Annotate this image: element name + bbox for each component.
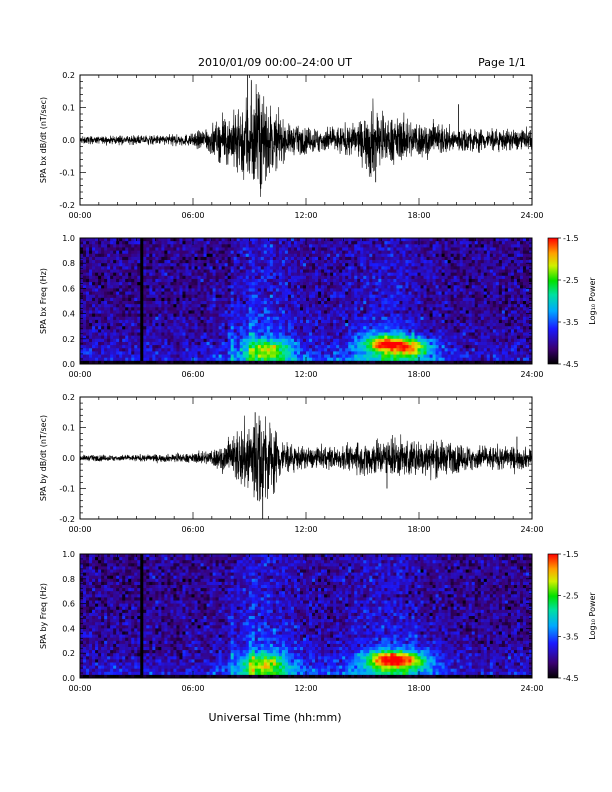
x-tick-label: 00:00	[68, 525, 91, 534]
colorbar	[547, 553, 559, 679]
bx-dbdt-panel: 00:00 06:00 12:00 18:00 24:00 0.2 0.1 0.0 -0.1 -0…	[39, 71, 544, 220]
y-tick-label: 0.0	[62, 360, 75, 369]
x-axis-title: Universal Time (hh:mm)	[209, 711, 342, 724]
colorbar-tick-label: -3.5	[563, 318, 579, 327]
dbdt-trace	[79, 79, 533, 197]
y-tick-label: 0.0	[62, 674, 75, 683]
x-tick-label: 24:00	[520, 211, 543, 220]
y-tick-label: 0.0	[62, 454, 75, 463]
colorbar-tick-label: -4.5	[563, 674, 579, 683]
plot-frame	[79, 553, 533, 679]
y-tick-label: 0.4	[62, 624, 75, 633]
y-tick-label: -0.2	[59, 515, 75, 524]
y-tick-label: 0.4	[62, 310, 75, 319]
x-tick-label: 12:00	[294, 211, 317, 220]
colorbar-tick-label: -2.5	[563, 591, 579, 600]
x-tick-label: 24:00	[520, 684, 543, 693]
y-tick-label: 0.6	[62, 284, 75, 293]
y-tick-label: 0.8	[62, 259, 75, 268]
x-tick-label: 12:00	[294, 684, 317, 693]
page-title: 2010/01/09 00:00–24:00 UT	[198, 56, 352, 69]
y-tick-label: 0.2	[62, 393, 75, 402]
y-tick-label: 0.2	[62, 335, 75, 344]
x-tick-label: 18:00	[407, 211, 430, 220]
dbdt-trace	[79, 415, 533, 502]
y-axis-label: SPA by dB/dt (nT/sec)	[39, 415, 48, 501]
colorbar-tick-label: -2.5	[563, 276, 579, 285]
colorbar-tick-label: -1.5	[563, 550, 579, 559]
y-tick-label: -0.1	[59, 485, 75, 494]
by-dbdt-panel: 00:00 06:00 12:00 18:00 24:00 0.2 0.1 0.0 -0.1 -0…	[39, 393, 544, 534]
y-tick-label: 0.8	[62, 575, 75, 584]
y-axis-label: SPA by Freq (Hz)	[39, 583, 48, 649]
y-axis-label: SPA bx Freq (Hz)	[39, 268, 48, 334]
y-tick-label: 1.0	[62, 550, 75, 559]
x-tick-label: 24:00	[520, 525, 543, 534]
y-tick-label: 0.1	[62, 424, 75, 433]
colorbar	[547, 237, 559, 365]
x-tick-label: 24:00	[520, 370, 543, 379]
y-tick-label: -0.1	[59, 169, 75, 178]
colorbar-label: Log₁₀ Power	[588, 277, 597, 325]
page-number: Page 1/1	[478, 56, 526, 69]
colorbar-tick-label: -1.5	[563, 234, 579, 243]
x-tick-label: 18:00	[407, 370, 430, 379]
by-spectrogram-panel: -1.5 -2.5 -3.5 -4.5 Log₁₀ Power 00:00 06:00 12:…	[39, 550, 597, 693]
y-tick-label: 0.1	[62, 104, 75, 113]
y-tick-label: 1.0	[62, 234, 75, 243]
x-tick-label: 00:00	[68, 211, 91, 220]
x-tick-label: 06:00	[181, 684, 204, 693]
x-tick-label: 12:00	[294, 525, 317, 534]
x-tick-label: 06:00	[181, 525, 204, 534]
y-tick-label: 0.2	[62, 71, 75, 80]
spectrogram-image	[80, 554, 533, 679]
y-tick-label: 0.0	[62, 136, 75, 145]
x-tick-label: 18:00	[407, 684, 430, 693]
x-tick-label: 00:00	[68, 370, 91, 379]
plot-frame	[79, 237, 533, 365]
plot-frame	[79, 74, 533, 206]
spectrogram-image	[80, 238, 533, 365]
x-tick-label: 06:00	[181, 370, 204, 379]
plot-frame	[79, 396, 533, 520]
colorbar-tick-label: -3.5	[563, 633, 579, 642]
x-tick-label: 18:00	[407, 525, 430, 534]
x-tick-label: 00:00	[68, 684, 91, 693]
y-tick-label: -0.2	[59, 201, 75, 210]
x-tick-label: 12:00	[294, 370, 317, 379]
colorbar-label: Log₁₀ Power	[588, 592, 597, 640]
y-tick-label: 0.2	[62, 649, 75, 658]
bx-spectrogram-panel: -1.5 -2.5 -3.5 -4.5 Log₁₀ Power 00:00 06:00 12:…	[39, 234, 597, 379]
colorbar-tick-label: -4.5	[563, 360, 579, 369]
y-tick-label: 0.6	[62, 600, 75, 609]
y-axis-label: SPA bx dB/dt (nT/sec)	[39, 97, 48, 183]
x-tick-label: 06:00	[181, 211, 204, 220]
